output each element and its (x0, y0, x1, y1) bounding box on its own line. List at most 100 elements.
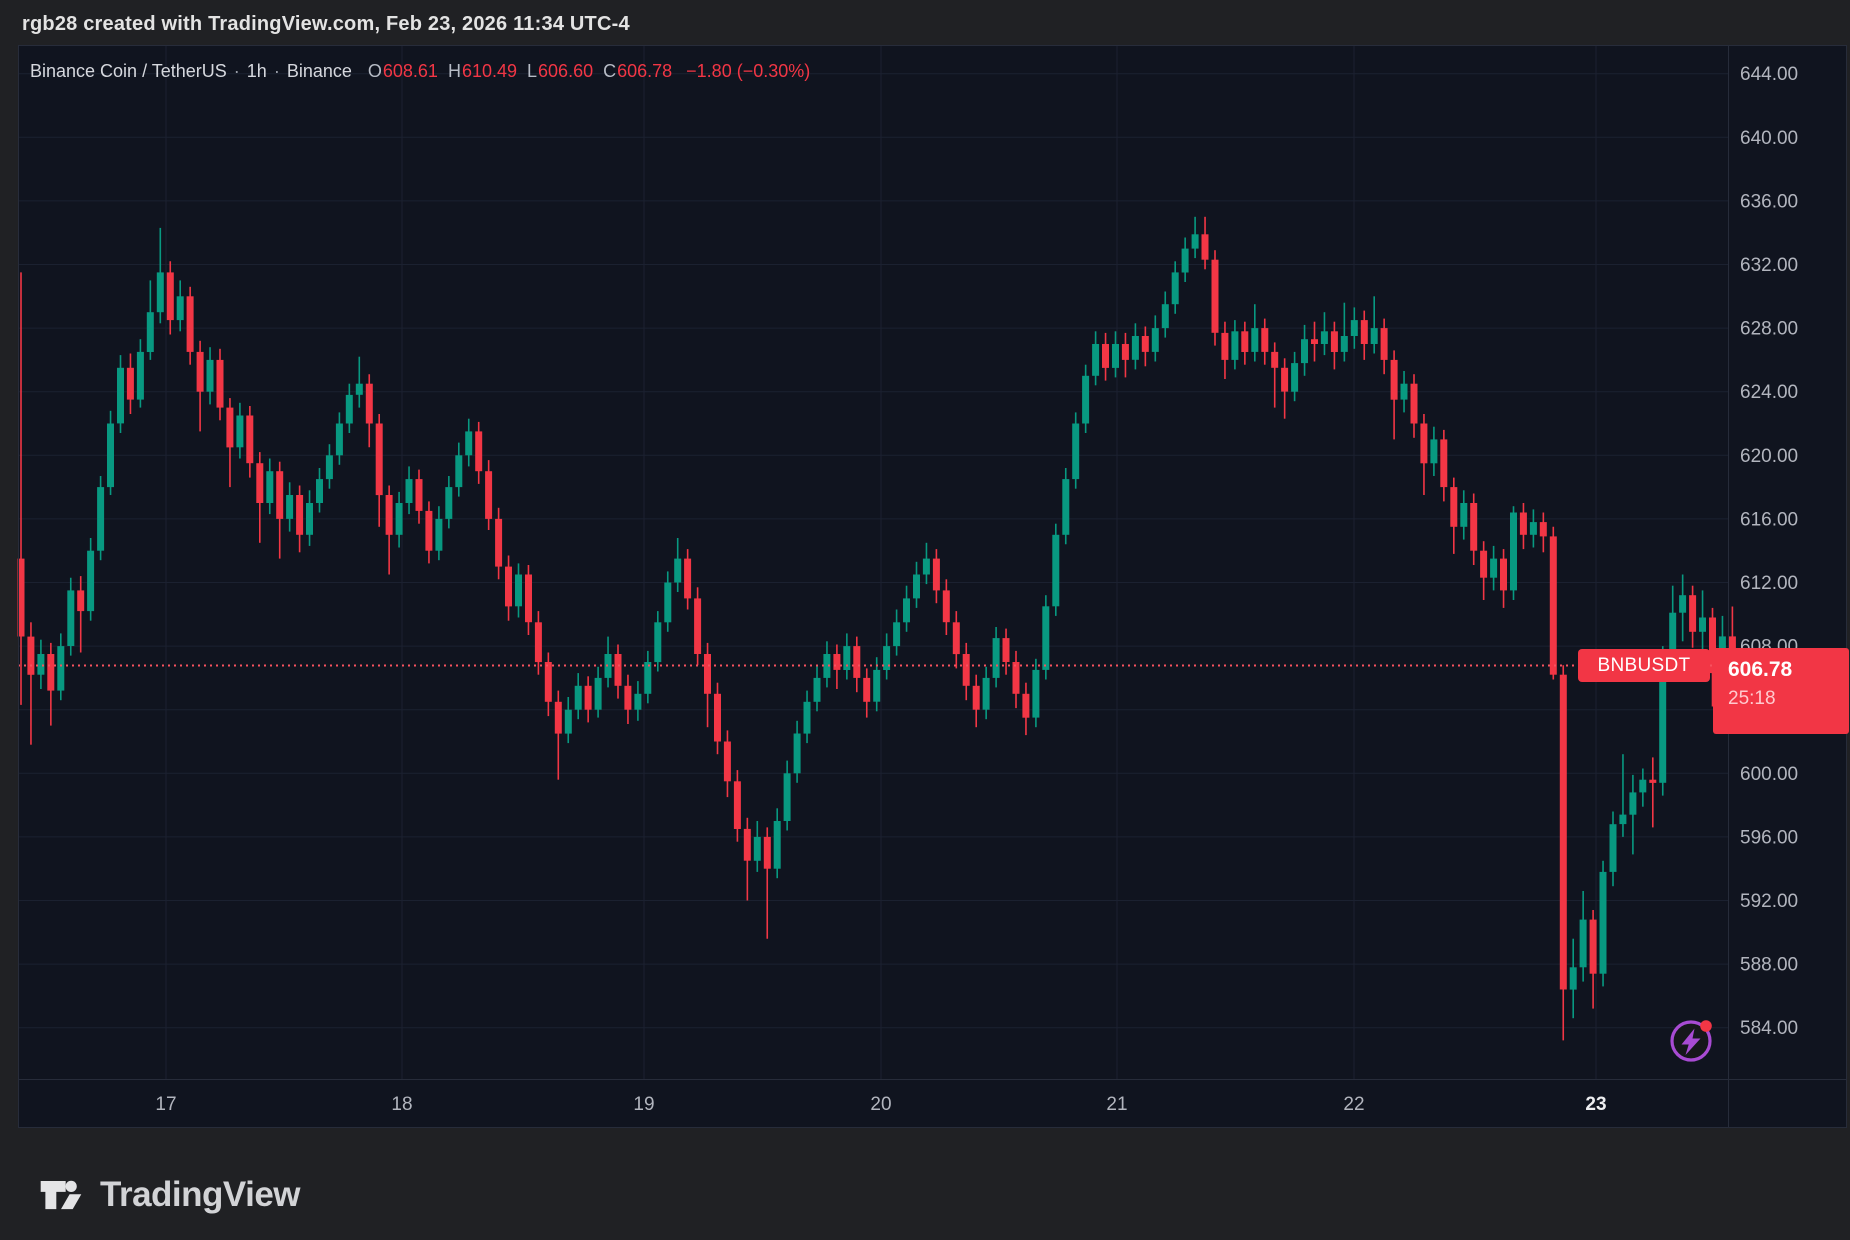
grid-layer (18, 45, 1728, 1079)
candle (843, 646, 851, 670)
candle (1191, 234, 1199, 249)
candle (276, 471, 284, 519)
candle (107, 423, 114, 488)
time-tick-label: 21 (1106, 1094, 1127, 1115)
last-price-axis-label[interactable]: 606.78 25:18 (1713, 648, 1849, 734)
attribution-text: rgb28 created with TradingView.com, Feb … (22, 13, 630, 35)
candle (893, 622, 901, 647)
candle (883, 646, 891, 670)
candle (773, 821, 781, 869)
candle (1171, 272, 1179, 305)
candle (1579, 919, 1587, 968)
price-tick-label: 596.00 (1740, 827, 1798, 848)
candle (1649, 779, 1657, 783)
candle (1181, 248, 1189, 273)
candle (574, 685, 582, 710)
candle (296, 495, 304, 535)
candle (1589, 919, 1597, 974)
candle (27, 636, 35, 675)
candle (614, 654, 622, 686)
low-label: L (527, 61, 538, 81)
price-tick-label: 632.00 (1740, 255, 1798, 276)
candle (216, 359, 224, 408)
candle (793, 733, 801, 774)
candle (634, 693, 642, 710)
candle (1161, 304, 1169, 329)
candle (37, 654, 45, 675)
time-tick-label: 23 (1585, 1094, 1606, 1115)
interval-label: 1h (246, 61, 267, 81)
notification-dot-icon (1700, 1020, 1712, 1032)
candle (1221, 332, 1229, 360)
candle (425, 510, 433, 551)
price-tick-label: 644.00 (1740, 64, 1798, 85)
candle (873, 669, 881, 702)
candle (1420, 423, 1428, 464)
open-label: O (367, 61, 382, 81)
candle (823, 654, 831, 678)
close-label: C (603, 61, 617, 81)
chart-legend[interactable]: Binance Coin / TetherUS · 1h · Binance O… (30, 61, 810, 82)
candle (1709, 617, 1716, 674)
candle (375, 423, 383, 496)
time-axis[interactable]: 17 18 19 20 21 22 23 (155, 1094, 1606, 1115)
candle (704, 654, 711, 694)
candle (1430, 439, 1438, 464)
candle (515, 574, 522, 607)
candle (136, 351, 144, 400)
candle (554, 701, 562, 734)
candle (236, 415, 244, 448)
change-value: −1.80 (−0.30%) (686, 61, 811, 81)
symbol-price-label[interactable]: BNBUSDT (1578, 649, 1710, 682)
candle (525, 574, 532, 623)
candle (903, 598, 910, 623)
candle (1699, 617, 1706, 632)
footer-branding[interactable]: TradingView (36, 1170, 301, 1220)
candle (1320, 331, 1328, 344)
candle (534, 622, 542, 663)
candle (1519, 512, 1527, 535)
candle (1480, 550, 1488, 578)
candle (1241, 331, 1249, 352)
candle (1569, 967, 1577, 990)
candle (1291, 363, 1299, 392)
candle (982, 677, 990, 710)
candle (505, 566, 512, 607)
candle (1052, 534, 1060, 607)
candle (1311, 339, 1318, 344)
candle (1539, 522, 1547, 537)
candle (1549, 536, 1557, 675)
candle (87, 550, 95, 612)
price-tick-label: 588.00 (1740, 955, 1798, 976)
candle (1301, 339, 1308, 364)
time-tick-label: 22 (1343, 1094, 1364, 1115)
time-tick-label: 17 (155, 1094, 176, 1115)
candle (196, 351, 204, 392)
candle (1271, 351, 1279, 368)
candle (1261, 328, 1269, 352)
candle (644, 662, 652, 694)
candle (286, 495, 294, 519)
symbol-title: Binance Coin / TetherUS (30, 61, 227, 81)
candles-layer (17, 216, 1736, 1041)
open-value: 608.61 (382, 61, 438, 81)
last-price-value: 606.78 (1728, 658, 1793, 681)
candle (1330, 331, 1338, 352)
candle (1102, 344, 1109, 368)
candle (1599, 871, 1607, 974)
candle (733, 781, 741, 829)
tradingview-logo-icon (40, 1180, 82, 1210)
candle (246, 415, 254, 464)
candle (932, 558, 940, 591)
time-tick-label: 20 (870, 1094, 891, 1115)
candle (952, 622, 960, 655)
bar-countdown-timer: 25:18 (1728, 688, 1776, 709)
candle (1500, 558, 1507, 591)
candle (972, 685, 980, 710)
price-tick-label: 640.00 (1740, 128, 1798, 149)
candle (1141, 336, 1149, 352)
candle (1659, 657, 1667, 783)
flash-button[interactable] (1664, 1012, 1720, 1068)
